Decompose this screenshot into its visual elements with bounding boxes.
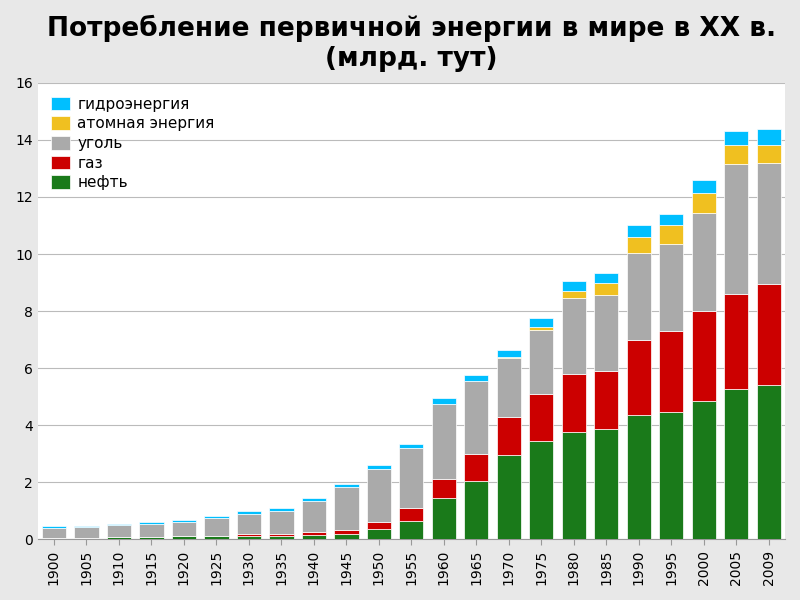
Bar <box>106 524 131 525</box>
Bar <box>432 404 456 479</box>
Bar <box>399 521 423 539</box>
Bar <box>42 526 66 528</box>
Bar <box>334 534 358 539</box>
Bar <box>626 237 651 253</box>
Bar <box>497 350 521 356</box>
Bar <box>269 535 294 536</box>
Title: Потребление первичной энергии в мире в XX в.
(млрд. тут): Потребление первичной энергии в мире в X… <box>46 15 776 72</box>
Bar <box>691 311 716 401</box>
Bar <box>594 283 618 295</box>
Bar <box>691 193 716 212</box>
Bar <box>139 537 163 539</box>
Bar <box>497 416 521 455</box>
Bar <box>204 517 229 518</box>
Bar <box>724 164 749 294</box>
Bar <box>269 508 294 511</box>
Bar <box>757 130 781 145</box>
Bar <box>659 331 683 412</box>
Bar <box>302 535 326 539</box>
Bar <box>74 527 98 538</box>
Bar <box>562 281 586 291</box>
Bar <box>366 522 391 529</box>
Bar <box>529 318 554 327</box>
Bar <box>74 526 98 527</box>
Bar <box>204 518 229 536</box>
Bar <box>594 295 618 371</box>
Bar <box>432 498 456 539</box>
Bar <box>432 479 456 498</box>
Bar <box>464 381 489 454</box>
Bar <box>659 226 683 244</box>
Bar <box>366 465 391 469</box>
Bar <box>237 511 261 514</box>
Bar <box>432 398 456 404</box>
Bar <box>464 454 489 481</box>
Bar <box>529 327 554 329</box>
Bar <box>724 145 749 164</box>
Bar <box>691 181 716 193</box>
Bar <box>691 401 716 539</box>
Bar <box>562 374 586 432</box>
Bar <box>366 469 391 522</box>
Bar <box>237 536 261 539</box>
Bar <box>594 430 618 539</box>
Bar <box>139 522 163 524</box>
Bar <box>42 528 66 538</box>
Bar <box>106 537 131 539</box>
Bar <box>757 163 781 284</box>
Bar <box>302 501 326 532</box>
Bar <box>562 291 586 298</box>
Bar <box>529 329 554 394</box>
Bar <box>497 356 521 358</box>
Bar <box>172 520 196 521</box>
Bar <box>74 538 98 539</box>
Bar <box>757 385 781 539</box>
Bar <box>659 244 683 331</box>
Bar <box>594 272 618 283</box>
Bar <box>302 532 326 535</box>
Bar <box>269 536 294 539</box>
Bar <box>757 284 781 385</box>
Legend: гидроэнергия, атомная энергия, уголь, газ, нефть: гидроэнергия, атомная энергия, уголь, га… <box>46 91 221 196</box>
Bar <box>529 441 554 539</box>
Bar <box>106 525 131 537</box>
Bar <box>626 415 651 539</box>
Bar <box>659 412 683 539</box>
Bar <box>464 375 489 381</box>
Bar <box>237 534 261 536</box>
Bar <box>399 508 423 521</box>
Bar <box>237 514 261 534</box>
Bar <box>626 340 651 415</box>
Bar <box>691 212 716 311</box>
Bar <box>172 521 196 536</box>
Bar <box>757 145 781 163</box>
Bar <box>172 536 196 539</box>
Bar <box>626 226 651 237</box>
Bar <box>42 538 66 539</box>
Bar <box>204 536 229 539</box>
Bar <box>529 394 554 441</box>
Bar <box>594 371 618 430</box>
Bar <box>497 358 521 416</box>
Bar <box>626 253 651 340</box>
Bar <box>497 455 521 539</box>
Bar <box>302 498 326 501</box>
Bar <box>724 131 749 145</box>
Bar <box>724 389 749 539</box>
Bar <box>724 294 749 389</box>
Bar <box>366 529 391 539</box>
Bar <box>334 484 358 487</box>
Bar <box>464 481 489 539</box>
Bar <box>562 432 586 539</box>
Bar <box>399 443 423 448</box>
Bar <box>659 214 683 226</box>
Bar <box>269 511 294 535</box>
Bar <box>562 298 586 374</box>
Bar <box>334 530 358 534</box>
Bar <box>139 524 163 537</box>
Bar <box>399 448 423 508</box>
Bar <box>334 487 358 530</box>
